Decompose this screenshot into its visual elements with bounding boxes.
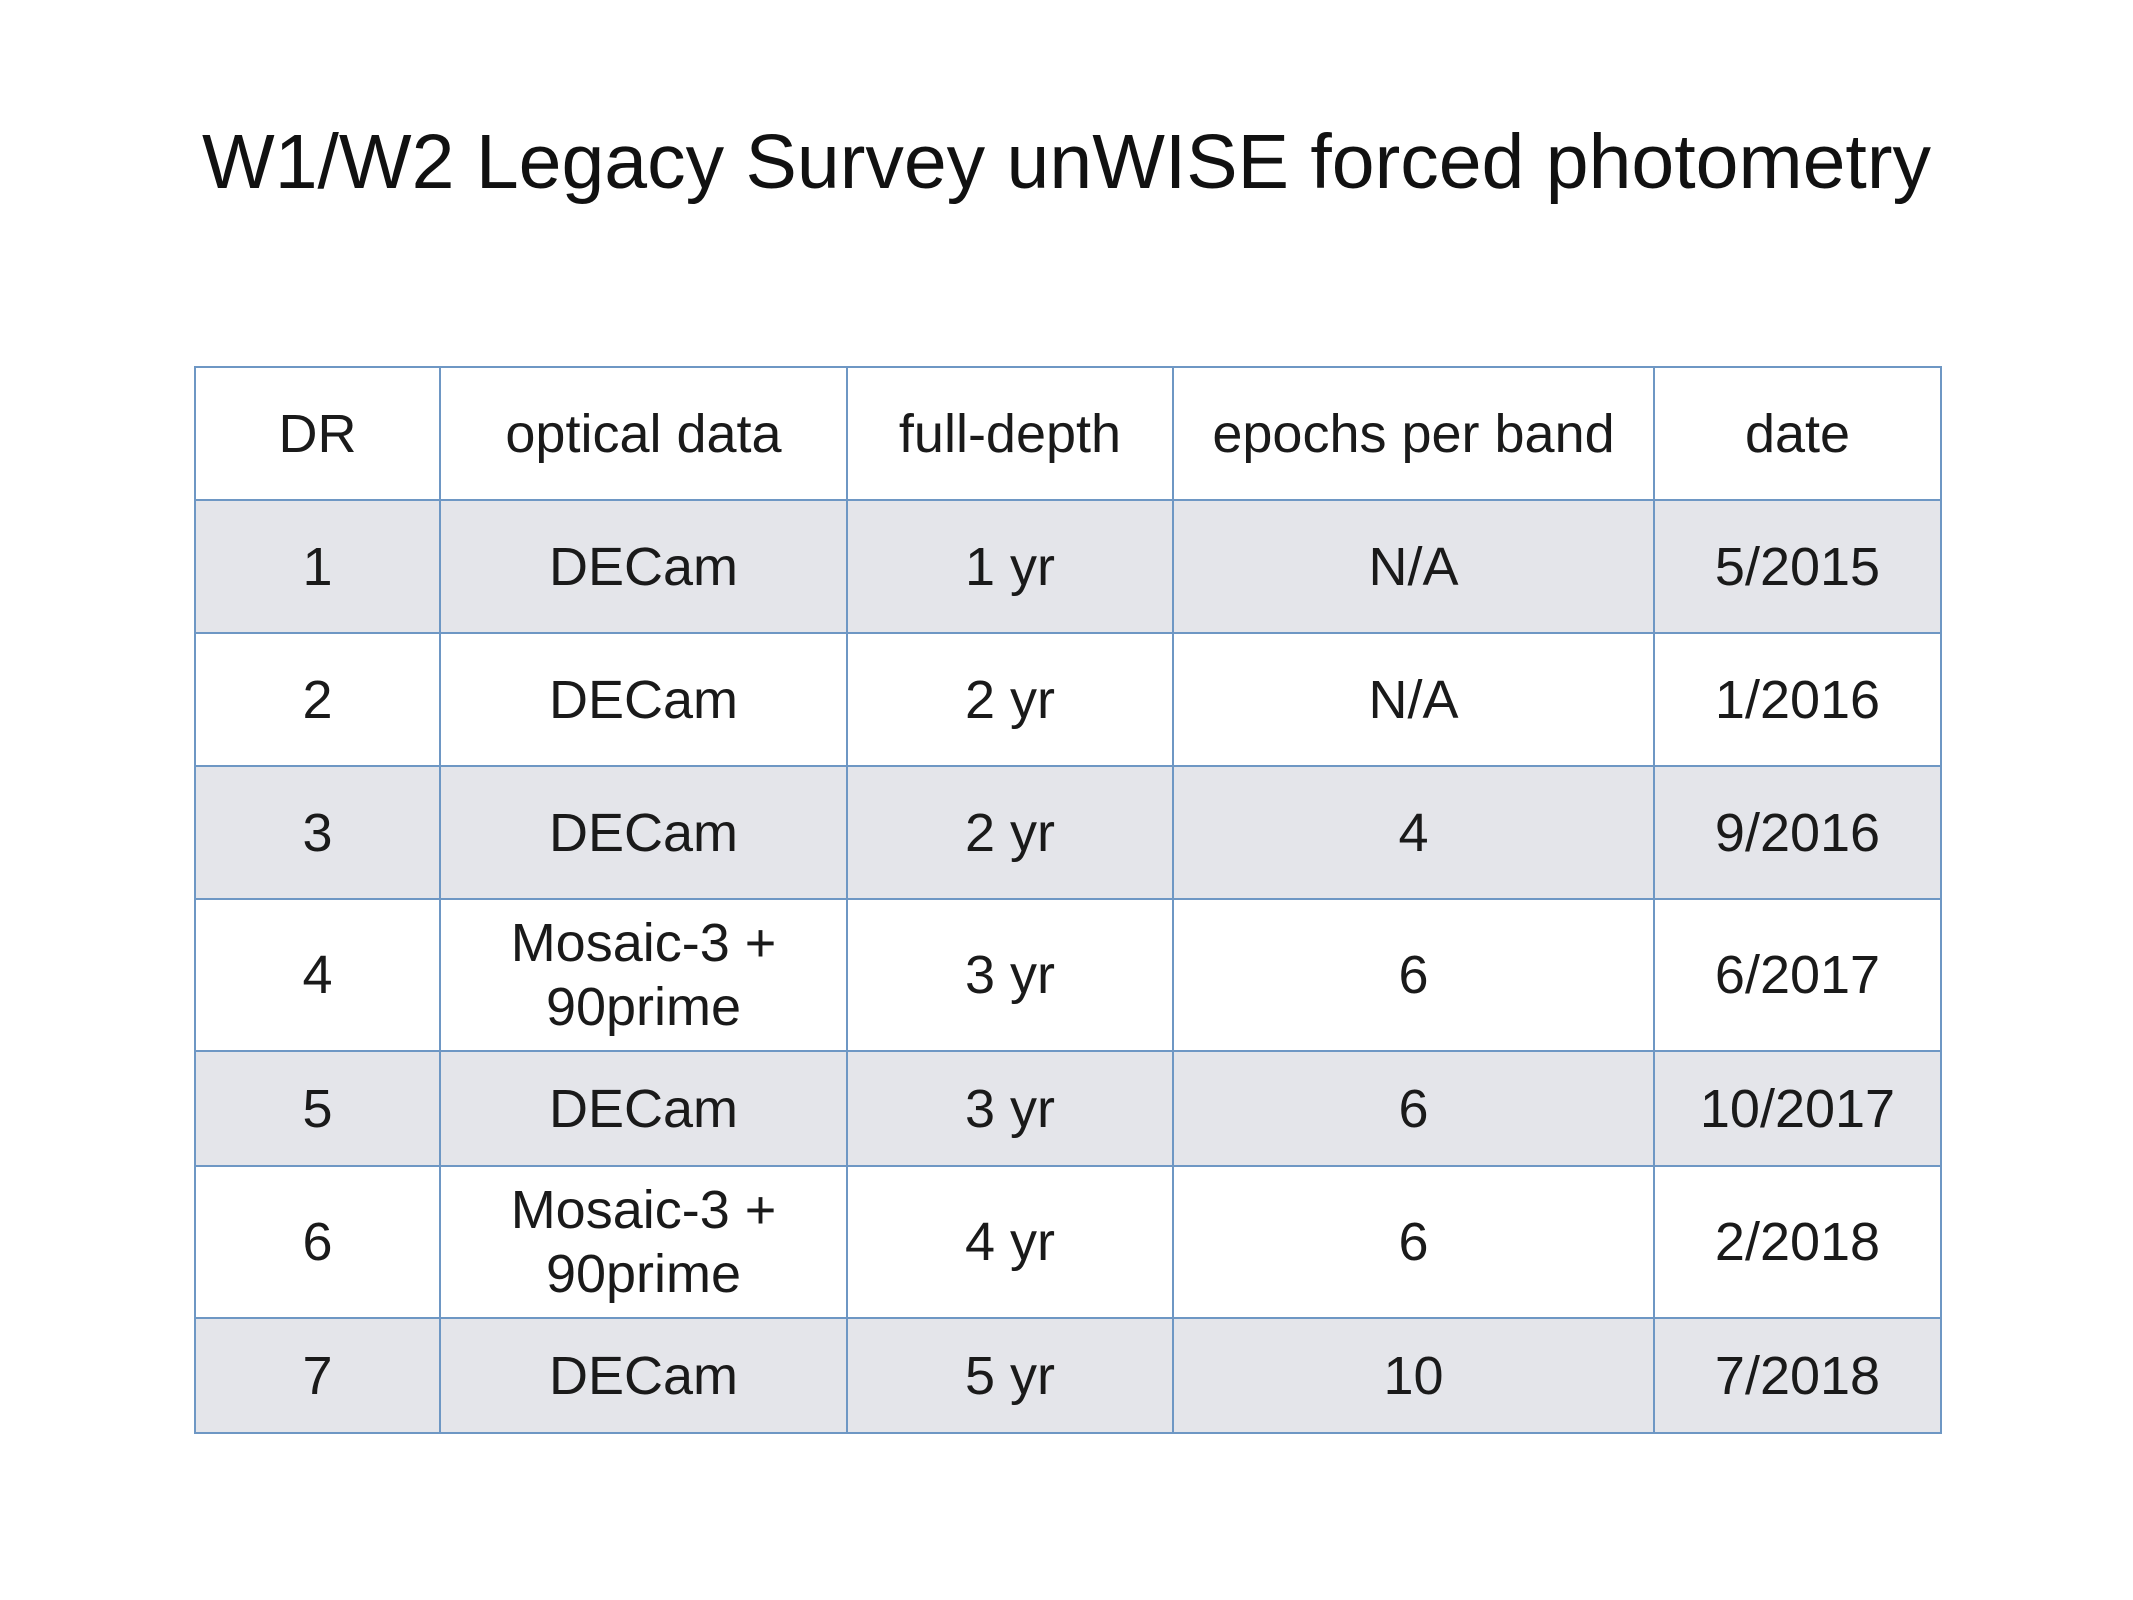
cell-full-depth: 1 yr bbox=[846, 499, 1174, 634]
data-release-table: DR optical data full-depth epochs per ba… bbox=[194, 366, 1942, 1434]
cell-epochs-per-band: 4 bbox=[1172, 765, 1655, 900]
table-header-row: DR optical data full-depth epochs per ba… bbox=[194, 366, 1942, 501]
slide-title: W1/W2 Legacy Survey unWISE forced photom… bbox=[202, 119, 1931, 205]
table-row: 2 DECam 2 yr N/A 1/2016 bbox=[194, 632, 1942, 767]
cell-epochs-per-band: 6 bbox=[1172, 1050, 1655, 1167]
cell-date: 7/2018 bbox=[1653, 1317, 1942, 1434]
cell-optical-data: DECam bbox=[439, 499, 848, 634]
cell-dr: 5 bbox=[194, 1050, 441, 1167]
table-row: 6 Mosaic-3 + 90prime 4 yr 6 2/2018 bbox=[194, 1165, 1942, 1319]
header-date: date bbox=[1653, 366, 1942, 501]
cell-date: 10/2017 bbox=[1653, 1050, 1942, 1167]
header-dr: DR bbox=[194, 366, 441, 501]
cell-dr: 7 bbox=[194, 1317, 441, 1434]
table-row: 5 DECam 3 yr 6 10/2017 bbox=[194, 1050, 1942, 1167]
cell-full-depth: 3 yr bbox=[846, 1050, 1174, 1167]
cell-optical-data: DECam bbox=[439, 765, 848, 900]
table-row: 3 DECam 2 yr 4 9/2016 bbox=[194, 765, 1942, 900]
cell-epochs-per-band: 10 bbox=[1172, 1317, 1655, 1434]
cell-epochs-per-band: 6 bbox=[1172, 1165, 1655, 1319]
cell-full-depth: 2 yr bbox=[846, 765, 1174, 900]
table-row: 1 DECam 1 yr N/A 5/2015 bbox=[194, 499, 1942, 634]
cell-epochs-per-band: N/A bbox=[1172, 632, 1655, 767]
cell-optical-data: DECam bbox=[439, 1050, 848, 1167]
cell-optical-data: Mosaic-3 + 90prime bbox=[439, 898, 848, 1052]
header-full-depth: full-depth bbox=[846, 366, 1174, 501]
cell-date: 2/2018 bbox=[1653, 1165, 1942, 1319]
table-row: 7 DECam 5 yr 10 7/2018 bbox=[194, 1317, 1942, 1434]
cell-date: 9/2016 bbox=[1653, 765, 1942, 900]
cell-full-depth: 5 yr bbox=[846, 1317, 1174, 1434]
header-optical-data: optical data bbox=[439, 366, 848, 501]
cell-optical-data: DECam bbox=[439, 632, 848, 767]
cell-dr: 3 bbox=[194, 765, 441, 900]
table-row: 4 Mosaic-3 + 90prime 3 yr 6 6/2017 bbox=[194, 898, 1942, 1052]
cell-optical-data: DECam bbox=[439, 1317, 848, 1434]
cell-dr: 2 bbox=[194, 632, 441, 767]
header-epochs-per-band: epochs per band bbox=[1172, 366, 1655, 501]
cell-date: 5/2015 bbox=[1653, 499, 1942, 634]
cell-dr: 1 bbox=[194, 499, 441, 634]
cell-full-depth: 2 yr bbox=[846, 632, 1174, 767]
cell-epochs-per-band: N/A bbox=[1172, 499, 1655, 634]
cell-full-depth: 3 yr bbox=[846, 898, 1174, 1052]
cell-date: 1/2016 bbox=[1653, 632, 1942, 767]
cell-date: 6/2017 bbox=[1653, 898, 1942, 1052]
cell-dr: 4 bbox=[194, 898, 441, 1052]
cell-epochs-per-band: 6 bbox=[1172, 898, 1655, 1052]
cell-dr: 6 bbox=[194, 1165, 441, 1319]
cell-full-depth: 4 yr bbox=[846, 1165, 1174, 1319]
cell-optical-data: Mosaic-3 + 90prime bbox=[439, 1165, 848, 1319]
